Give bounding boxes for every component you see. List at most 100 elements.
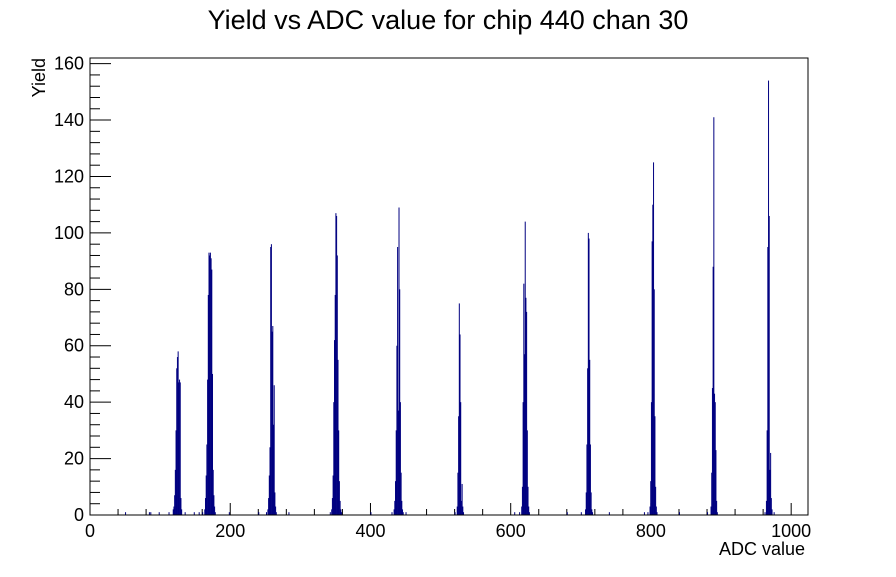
histogram-bin xyxy=(337,359,339,515)
histogram-bin xyxy=(212,373,214,515)
histogram-bin xyxy=(274,492,276,515)
histogram-bin xyxy=(177,351,179,515)
histogram-bin xyxy=(158,512,160,515)
y-tick-label: 140 xyxy=(54,110,84,130)
histogram-bin xyxy=(456,506,458,515)
chart-title: Yield vs ADC value for chip 440 chan 30 xyxy=(208,5,689,35)
y-tick-label: 60 xyxy=(64,336,84,356)
histogram-bin xyxy=(458,303,460,515)
histogram-bin xyxy=(267,509,269,515)
histogram-bin xyxy=(592,512,594,515)
histogram-bin xyxy=(652,204,654,516)
histogram-bin xyxy=(273,385,275,515)
histogram-bin xyxy=(589,359,591,515)
histogram-bin xyxy=(650,402,652,515)
histogram-bin xyxy=(174,495,176,515)
histogram-bin xyxy=(514,512,516,515)
histogram-bin xyxy=(184,512,186,515)
histogram-bin xyxy=(198,512,200,515)
histogram-bin xyxy=(393,509,395,515)
histogram-bin xyxy=(332,475,334,515)
histogram-bin xyxy=(270,247,272,516)
histogram-bars xyxy=(125,80,775,516)
histogram-bin xyxy=(649,506,651,515)
histogram-bin xyxy=(268,498,270,515)
histogram-bin xyxy=(398,207,400,516)
histogram-bin xyxy=(208,252,210,516)
histogram-bin xyxy=(178,382,180,515)
histogram-bin xyxy=(397,410,399,515)
histogram-bin xyxy=(275,512,277,515)
histogram-bin xyxy=(210,258,212,515)
histogram-bin xyxy=(459,334,461,515)
plot-frame xyxy=(89,57,809,516)
histogram-bin xyxy=(173,506,175,515)
histogram-bin xyxy=(519,512,521,515)
histogram-bin xyxy=(270,244,272,515)
histogram-bin xyxy=(765,500,767,515)
histogram-bin xyxy=(608,512,610,515)
histogram-bin xyxy=(528,506,530,515)
histogram-bin xyxy=(207,379,209,515)
histogram-bin xyxy=(768,80,770,515)
histogram-bin xyxy=(767,247,769,516)
histogram-bin xyxy=(258,512,260,515)
histogram-bin xyxy=(653,162,655,516)
histogram-bin xyxy=(768,215,770,515)
histogram-bin xyxy=(175,430,177,515)
histogram-bin xyxy=(338,481,340,515)
histogram-bin xyxy=(566,512,568,515)
histogram-bin xyxy=(340,509,342,515)
histogram-bin xyxy=(714,393,716,515)
histogram-bin xyxy=(647,512,649,515)
histogram-bin xyxy=(397,247,399,516)
y-axis-label: Yield xyxy=(29,58,49,97)
histogram-bin xyxy=(212,469,214,515)
histogram-bin xyxy=(710,506,712,515)
histogram-bin xyxy=(526,311,528,515)
histogram-bin xyxy=(400,472,402,515)
histogram-bin xyxy=(193,512,195,515)
histogram-bin xyxy=(336,255,338,516)
histogram-bin xyxy=(271,331,273,515)
histogram-bin xyxy=(204,509,206,515)
histogram-bin xyxy=(707,512,709,515)
histogram-bin xyxy=(206,444,208,515)
x-tick-label: 400 xyxy=(355,521,385,541)
histogram-bin xyxy=(211,269,213,515)
histogram-bin xyxy=(678,512,680,515)
histogram-bin xyxy=(339,500,341,515)
histogram-bin xyxy=(654,416,656,515)
histogram-bin xyxy=(585,492,587,515)
histogram-bin xyxy=(463,512,465,515)
x-tick-label: 600 xyxy=(496,521,526,541)
histogram-bin xyxy=(275,506,277,515)
y-tick-label: 160 xyxy=(54,54,84,74)
histogram-bin xyxy=(528,512,530,515)
histogram-bin xyxy=(590,492,592,515)
histogram-bin xyxy=(179,382,181,515)
histogram-bin xyxy=(333,402,335,515)
histogram-bin xyxy=(394,500,396,515)
histogram-bin xyxy=(714,402,716,515)
histogram-bin xyxy=(587,232,589,515)
histogram-bin xyxy=(179,379,181,515)
histogram-bin xyxy=(396,345,398,515)
histogram-bin xyxy=(586,444,588,515)
y-tick-label: 0 xyxy=(74,505,84,525)
x-tick-label: 0 xyxy=(85,521,95,541)
histogram-bin xyxy=(399,289,401,515)
x-tick-label: 1000 xyxy=(771,521,811,541)
histogram-bin xyxy=(288,512,290,515)
histogram-bin xyxy=(338,430,340,515)
histogram-bin xyxy=(764,512,766,515)
histogram-bin xyxy=(176,368,178,515)
x-tick-label: 200 xyxy=(215,521,245,541)
histogram-bin xyxy=(395,430,397,515)
histogram-bin xyxy=(588,238,590,515)
histogram-bin xyxy=(180,498,182,515)
histogram-bin xyxy=(458,416,460,515)
histogram-bin xyxy=(524,221,526,515)
y-tick-label: 20 xyxy=(64,449,84,469)
